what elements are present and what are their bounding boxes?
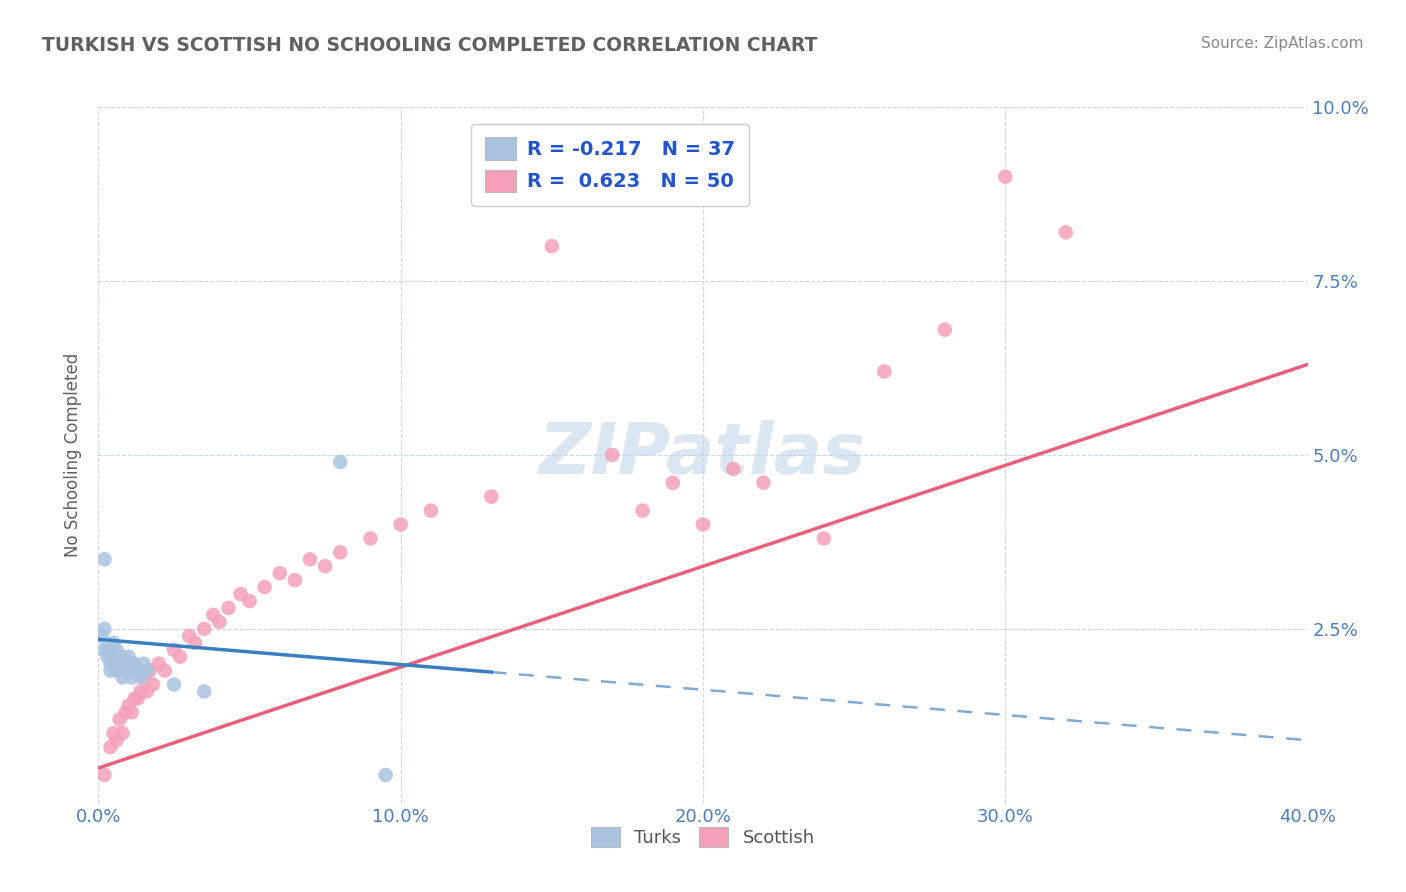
Point [105,664,128,678]
Point [93,642,115,657]
Point [93,552,115,566]
Point [118,664,141,678]
Point [329,545,352,559]
Point [193,684,215,698]
Point [217,601,239,615]
Point [124,664,146,678]
Point [121,706,143,720]
Point [179,629,201,643]
Point [103,726,125,740]
Point [169,649,191,664]
Point [994,169,1017,184]
Point [631,503,654,517]
Point [124,691,146,706]
Point [129,671,152,685]
Point [103,636,125,650]
Point [132,671,155,685]
Point [813,532,835,546]
Text: TURKISH VS SCOTTISH NO SCHOOLING COMPLETED CORRELATION CHART: TURKISH VS SCOTTISH NO SCHOOLING COMPLET… [42,36,817,54]
Point [148,657,170,671]
Point [96,649,118,664]
Point [108,664,131,678]
Point [253,580,276,594]
Point [118,698,141,713]
Point [934,323,956,337]
Point [202,607,225,622]
Point [132,657,155,671]
Point [139,664,162,678]
Text: ZIPatlas: ZIPatlas [540,420,866,490]
Point [114,657,136,671]
Point [229,587,252,601]
Point [103,657,125,671]
Point [114,706,136,720]
Point [108,657,131,671]
Point [100,649,122,664]
Point [93,768,115,782]
Point [269,566,291,581]
Point [108,712,131,726]
Point [108,649,131,664]
Point [873,364,896,378]
Point [163,677,186,691]
Point [114,664,136,678]
Point [329,455,352,469]
Point [93,622,115,636]
Point [1054,225,1077,239]
Legend: Turks, Scottish: Turks, Scottish [582,817,824,856]
Point [299,552,322,566]
Point [111,649,134,664]
Point [121,657,143,671]
Point [239,594,262,608]
Point [124,657,146,671]
Text: Source: ZipAtlas.com: Source: ZipAtlas.com [1201,36,1364,51]
Point [103,649,125,664]
Point [127,691,149,706]
Point [389,517,412,532]
Point [360,532,382,546]
Point [208,615,231,629]
Point [100,740,122,755]
Point [129,684,152,698]
Point [692,517,714,532]
Point [540,239,562,253]
Point [184,636,207,650]
Point [602,448,624,462]
Point [752,475,775,490]
Point [100,657,122,671]
Point [193,622,215,636]
Point [118,649,141,664]
Point [314,559,336,574]
Point [127,664,149,678]
Point [374,768,396,782]
Point [105,657,128,671]
Point [135,664,157,678]
Point [111,726,134,740]
Point [661,475,683,490]
Point [100,664,122,678]
Point [105,642,128,657]
Y-axis label: No Schooling Completed: No Schooling Completed [65,353,83,557]
Point [163,642,186,657]
Point [111,657,134,671]
Point [723,462,745,476]
Point [284,573,307,587]
Point [96,642,118,657]
Point [142,677,165,691]
Point [90,629,112,643]
Point [420,503,443,517]
Point [105,733,128,747]
Point [153,664,176,678]
Point [111,671,134,685]
Point [481,490,503,504]
Point [121,671,143,685]
Point [135,684,157,698]
